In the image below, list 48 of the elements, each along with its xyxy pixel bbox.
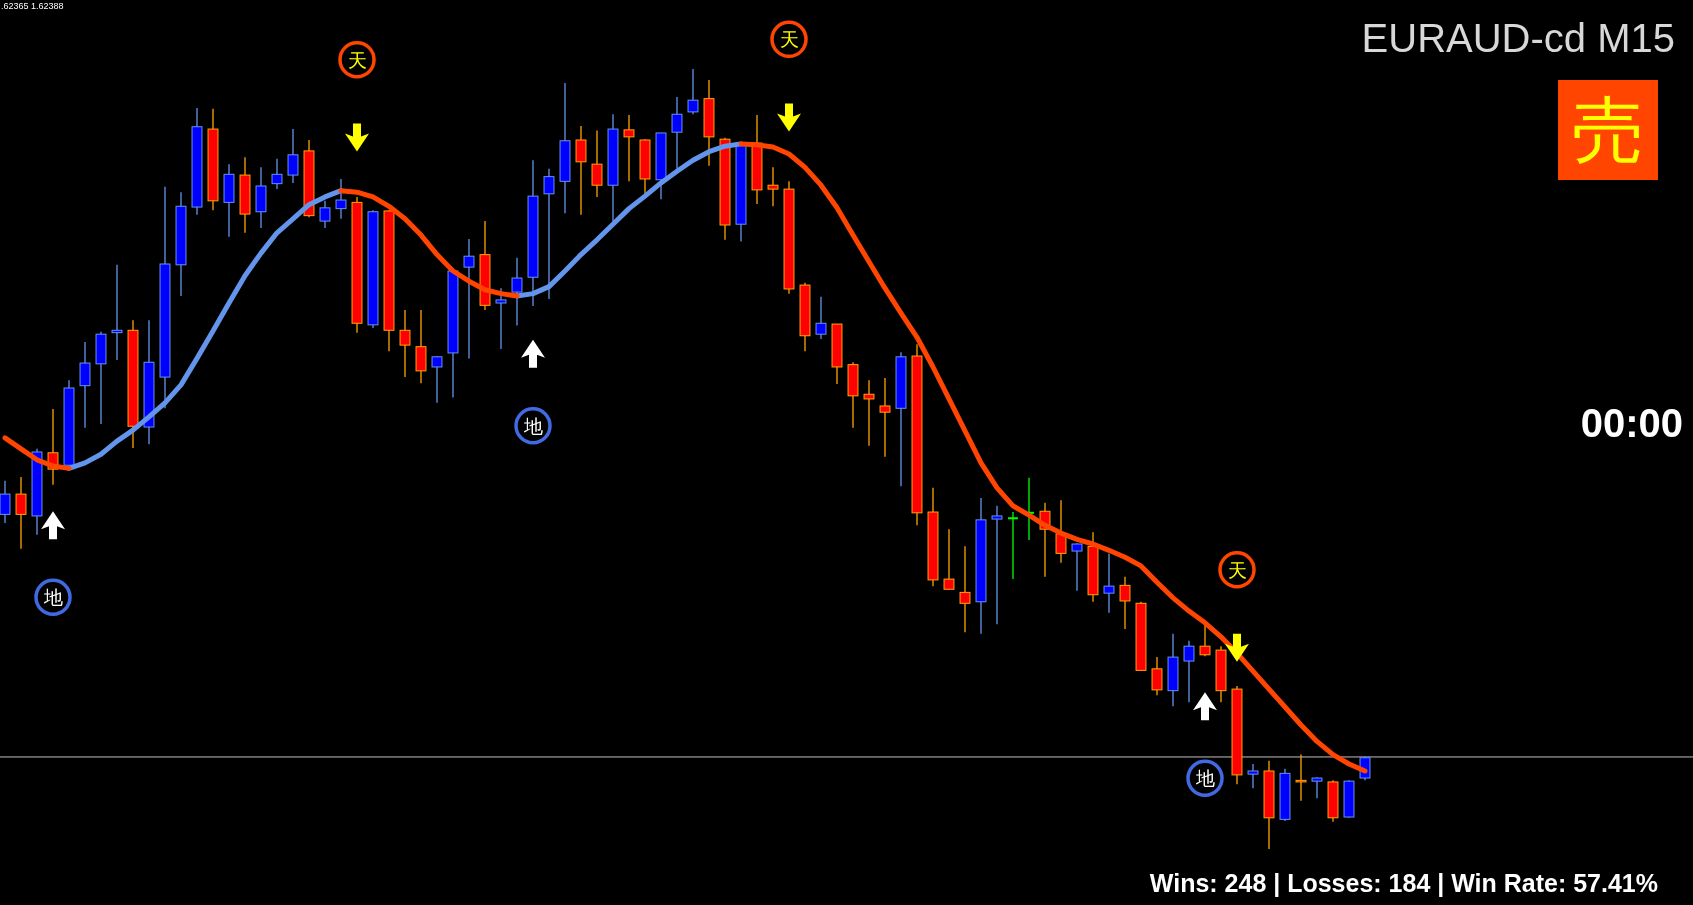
candlestick: [111, 264, 123, 361]
candlestick: [543, 168, 555, 300]
candlestick: [1247, 763, 1259, 789]
candlestick: [943, 528, 955, 590]
candlestick: [991, 505, 1003, 626]
candlestick: [623, 114, 635, 182]
candlestick: [1183, 640, 1195, 704]
candlestick: [1199, 624, 1211, 657]
candlestick: [287, 128, 299, 184]
text: 地: [1194, 768, 1215, 790]
text: 天: [779, 29, 799, 51]
candlestick: [463, 238, 475, 360]
text: 天: [347, 49, 367, 71]
candlestick: [1055, 499, 1067, 564]
candlestick: [431, 355, 443, 404]
candlestick: [959, 545, 971, 633]
text: Wins: 248 | Losses: 184 | Win Rate: 57.41%: [1149, 869, 1658, 897]
candlestick: [319, 200, 331, 229]
text: 00:00: [1580, 401, 1683, 445]
text: EURAUD-cd M15: [1361, 16, 1675, 60]
candlestick: [495, 287, 507, 350]
candlestick: [1071, 542, 1083, 592]
text: 売: [1572, 90, 1644, 170]
candlestick: [1151, 656, 1163, 696]
candlestick: [399, 309, 411, 378]
text: 地: [523, 415, 543, 437]
candlestick: [1103, 552, 1115, 614]
candlestick: [1295, 753, 1307, 802]
candlestick: [511, 257, 523, 327]
candlestick: [1119, 576, 1131, 630]
candlestick: [1311, 776, 1323, 799]
candlestick: [335, 178, 347, 220]
candlestick: [15, 476, 27, 550]
text: .62365 1.62388: [1, 1, 64, 11]
candlestick: [79, 341, 91, 429]
candlestick: [863, 379, 875, 447]
candlestick: [575, 125, 587, 216]
text: 地: [43, 587, 63, 609]
candlestick: [879, 377, 891, 458]
candlestick: [671, 96, 683, 170]
text: 天: [1227, 559, 1247, 581]
candlestick: [0, 480, 11, 524]
candlestick: [1007, 511, 1019, 580]
candlestick: [767, 166, 779, 207]
candlestick: [591, 129, 603, 198]
candlestick: [271, 158, 283, 190]
candlestick: [687, 68, 699, 115]
candlestick: [815, 296, 827, 340]
